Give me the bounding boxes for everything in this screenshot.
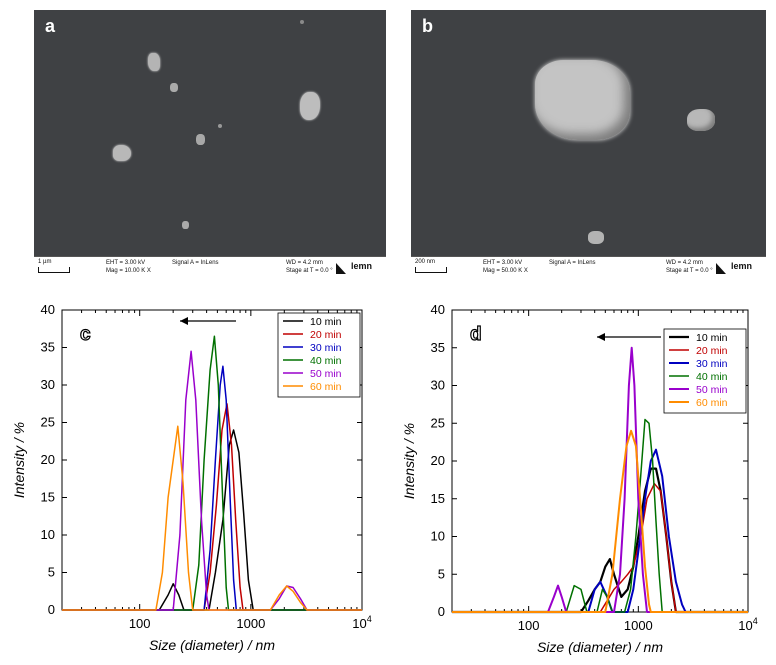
y-tick-label: 20 bbox=[431, 453, 445, 468]
sem-info-bar: 200 nm EHT = 3.00 kV Mag = 50.00 K X Sig… bbox=[411, 256, 766, 278]
x-tick-label: 1000 bbox=[624, 618, 653, 633]
scale-bar bbox=[415, 267, 447, 273]
shift-arrow-head bbox=[597, 333, 605, 341]
stage-text: Stage at T = 0.0 ° bbox=[666, 268, 713, 274]
series-line-10-min bbox=[452, 467, 748, 614]
y-tick-label: 40 bbox=[431, 302, 445, 317]
wd-text: WD = 4.2 mm bbox=[286, 260, 323, 266]
y-tick-label: 30 bbox=[41, 377, 55, 392]
y-tick-label: 15 bbox=[41, 490, 55, 505]
y-axis-label: Intensity / % bbox=[401, 423, 417, 499]
sem-image-a: a 1 µm EHT = 3.00 kV Mag = 10.00 K X Sig… bbox=[34, 10, 386, 278]
series-line-60-min bbox=[62, 425, 362, 611]
shift-arrow-head bbox=[180, 317, 188, 325]
scale-bar-label: 200 nm bbox=[415, 259, 436, 265]
y-tick-label: 10 bbox=[431, 529, 445, 544]
series-line-20-min bbox=[452, 482, 748, 613]
panel-label-c: c bbox=[80, 324, 91, 345]
particle-cluster bbox=[535, 60, 630, 140]
legend-label: 30 min bbox=[696, 358, 728, 370]
y-axis-label: Intensity / % bbox=[11, 422, 27, 498]
series-line-30-min bbox=[62, 365, 362, 611]
logo-text: lemn bbox=[351, 261, 373, 271]
y-tick-label: 40 bbox=[41, 302, 55, 317]
particle bbox=[687, 109, 715, 131]
particle bbox=[182, 221, 189, 229]
x-tick-label: 100 bbox=[518, 618, 540, 633]
x-tick-label: 1000 bbox=[236, 616, 265, 631]
x-axis-label: Size (diameter) / nm bbox=[149, 637, 275, 653]
scale-bar-label: 1 µm bbox=[38, 259, 52, 265]
legend-label: 60 min bbox=[310, 381, 342, 393]
eht-text: EHT = 3.00 kV bbox=[483, 260, 523, 266]
mag-text: Mag = 10.00 K X bbox=[106, 268, 151, 274]
y-tick-label: 15 bbox=[431, 491, 445, 506]
legend-label: 20 min bbox=[310, 329, 342, 341]
legend-label: 10 min bbox=[696, 332, 728, 344]
series-line-40-min bbox=[62, 335, 362, 611]
particle bbox=[113, 145, 131, 161]
y-tick-label: 25 bbox=[41, 415, 55, 430]
legend-label: 40 min bbox=[310, 355, 342, 367]
particle bbox=[300, 20, 304, 24]
particle bbox=[196, 134, 205, 145]
particle bbox=[170, 83, 178, 92]
legend-label: 20 min bbox=[696, 345, 728, 357]
legend-label: 30 min bbox=[310, 342, 342, 354]
panel-label-b: b bbox=[422, 16, 433, 36]
legend-label: 10 min bbox=[310, 316, 342, 328]
y-tick-label: 35 bbox=[431, 340, 445, 355]
particle bbox=[300, 92, 320, 120]
signal-text: Signal A = InLens bbox=[172, 260, 219, 266]
signal-text: Signal A = InLens bbox=[549, 260, 596, 266]
legend-label: 60 min bbox=[696, 397, 728, 409]
y-tick-label: 5 bbox=[438, 566, 445, 581]
y-tick-label: 25 bbox=[431, 415, 445, 430]
panel-label-d: d bbox=[470, 324, 482, 345]
x-tick-label: 104 bbox=[352, 614, 371, 631]
dls-chart-c: 0 5 10 15 20 25 30 35 40 100 1000 104 Size (diameter… bbox=[11, 302, 372, 653]
series-line-60-min bbox=[452, 429, 748, 613]
particle bbox=[148, 53, 160, 71]
panel-label-a: a bbox=[45, 16, 56, 36]
dls-chart-d: 0 5 10 15 20 25 30 35 40 100 1000 104 Size (diameter… bbox=[401, 302, 758, 655]
series-line-40-min bbox=[452, 418, 748, 613]
x-tick-label: 100 bbox=[129, 616, 151, 631]
series-line-30-min bbox=[452, 448, 748, 613]
particle bbox=[588, 231, 604, 244]
y-tick-label: 0 bbox=[438, 604, 445, 619]
lemn-logo-icon bbox=[716, 263, 726, 274]
x-axis-label: Size (diameter) / nm bbox=[537, 639, 663, 655]
eht-text: EHT = 3.00 kV bbox=[106, 260, 146, 266]
y-tick-label: 35 bbox=[41, 340, 55, 355]
legend-box bbox=[277, 312, 361, 398]
logo-text: lemn bbox=[731, 261, 753, 271]
series-line-50-min bbox=[452, 346, 748, 613]
legend-label: 40 min bbox=[696, 371, 728, 383]
y-tick-label: 30 bbox=[431, 378, 445, 393]
sem-info-bar: 1 µm EHT = 3.00 kV Mag = 10.00 K X Signa… bbox=[34, 256, 386, 278]
y-tick-label: 10 bbox=[41, 527, 55, 542]
legend-label: 50 min bbox=[696, 384, 728, 396]
y-tick-label: 20 bbox=[41, 452, 55, 467]
y-tick-label: 5 bbox=[48, 565, 55, 580]
stage-text: Stage at T = 0.0 ° bbox=[286, 268, 333, 274]
mag-text: Mag = 50.00 K X bbox=[483, 268, 528, 274]
wd-text: WD = 4.2 mm bbox=[666, 260, 703, 266]
particle bbox=[218, 124, 222, 128]
x-tick-label: 104 bbox=[738, 616, 757, 633]
legend-box bbox=[663, 328, 747, 414]
scale-bar bbox=[38, 267, 70, 273]
series-line-50-min bbox=[62, 350, 362, 611]
sem-image-b: b 200 nm EHT = 3.00 kV Mag = 50.00 K X S… bbox=[411, 10, 766, 278]
legend-label: 50 min bbox=[310, 368, 342, 380]
lemn-logo-icon bbox=[336, 263, 346, 274]
y-tick-label: 0 bbox=[48, 602, 55, 617]
series-line-10-min bbox=[62, 429, 362, 611]
